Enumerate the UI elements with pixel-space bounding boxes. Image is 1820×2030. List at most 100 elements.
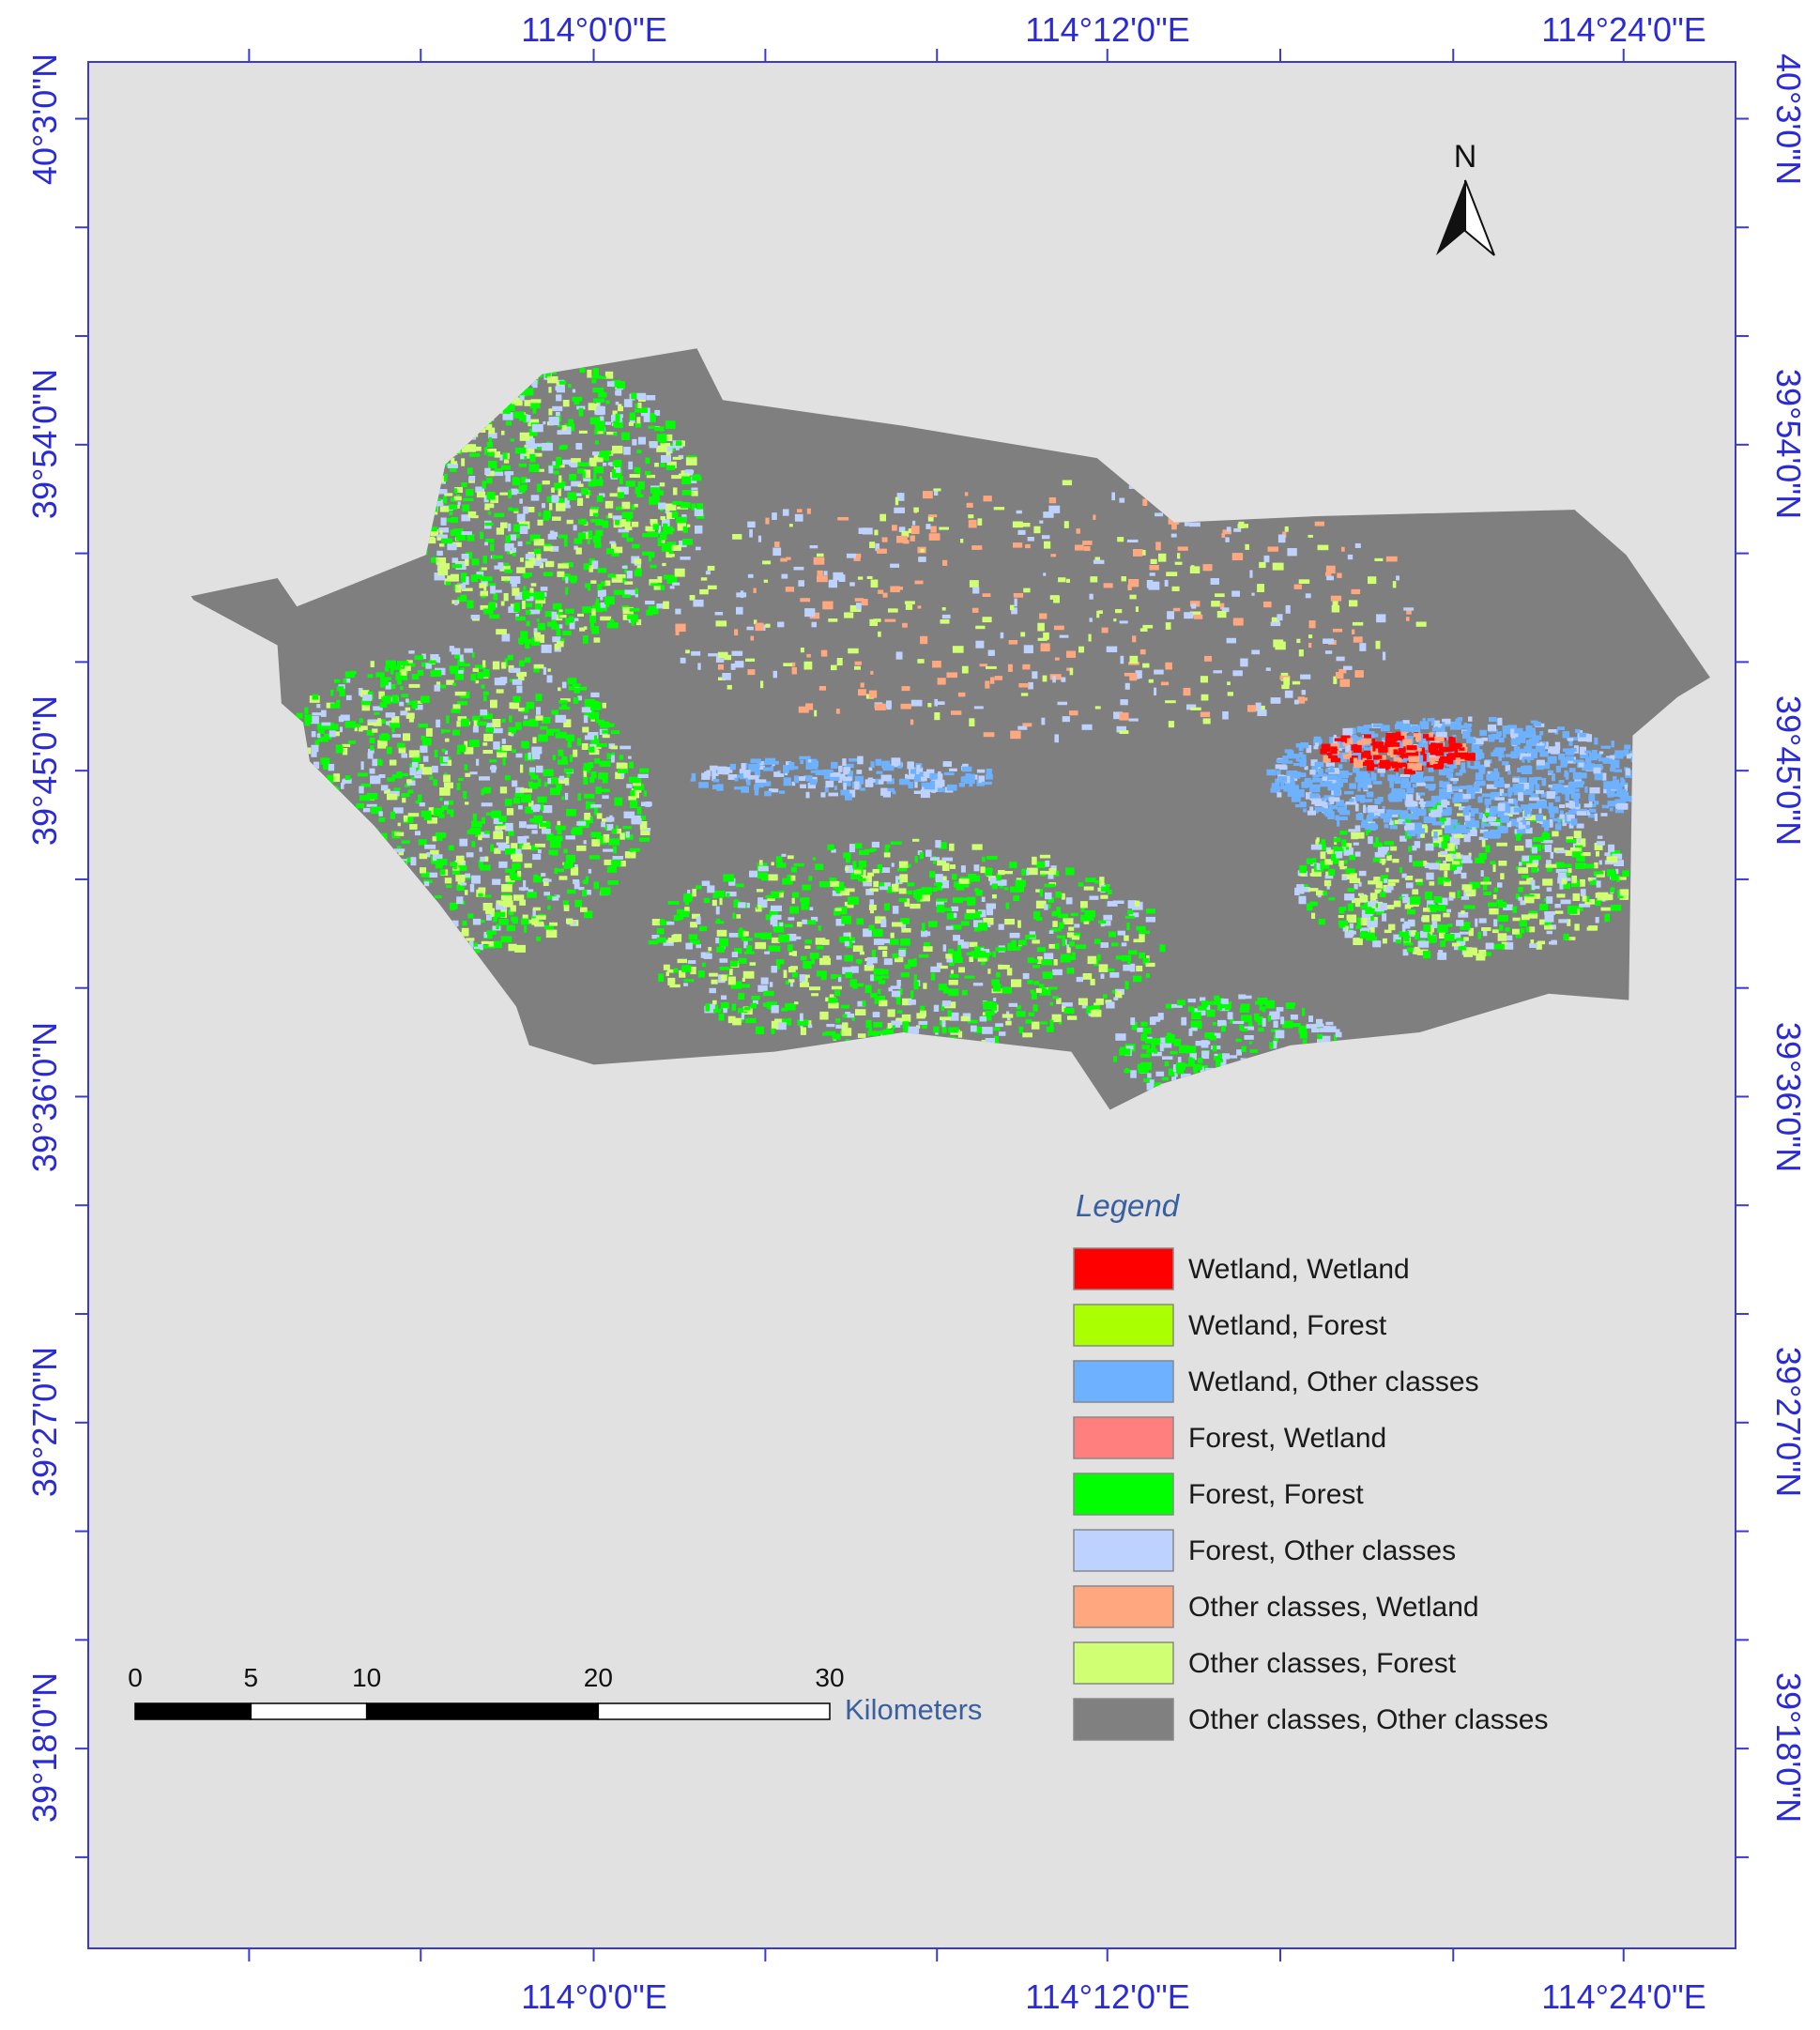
pixel-cluster [1536, 815, 1543, 822]
pixel-cluster [440, 869, 446, 875]
pixel-cluster [1425, 784, 1435, 788]
pixel-cluster [938, 788, 945, 792]
pixel-cluster [381, 785, 389, 790]
pixel-cluster [1384, 824, 1389, 829]
pixel-cluster [852, 985, 858, 989]
pixel-cluster [922, 932, 931, 937]
pixel-cluster [559, 381, 566, 385]
pixel-cluster [477, 672, 483, 679]
pixel-cluster [603, 463, 606, 466]
pixel-cluster [1599, 861, 1602, 865]
pixel-cluster [794, 863, 804, 866]
pixel-cluster [443, 496, 448, 504]
pixel-cluster [493, 832, 503, 840]
pixel-cluster [1328, 869, 1335, 876]
pixel-cluster [845, 889, 855, 893]
pixel-cluster [1355, 777, 1362, 783]
pixel-cluster [948, 989, 958, 997]
pixel-cluster [713, 779, 719, 783]
pixel-cluster [930, 967, 941, 972]
pixel-cluster [571, 867, 578, 876]
pixel-cluster [619, 746, 631, 750]
pixel-cluster [1548, 729, 1556, 733]
pixel-cluster [383, 695, 391, 704]
pixel-cluster [361, 761, 364, 770]
pixel-cluster [603, 703, 607, 709]
pixel-cluster [1373, 724, 1384, 727]
pixel-cluster [473, 919, 481, 925]
pixel-cluster [582, 707, 592, 712]
pixel-cluster [1299, 896, 1307, 905]
pixel-cluster [1537, 801, 1547, 809]
pixel-cluster [561, 756, 567, 760]
pixel-cluster [501, 466, 511, 470]
pixel-cluster [469, 453, 480, 457]
pixel-cluster [1344, 893, 1354, 900]
pixel-cluster [1396, 939, 1401, 943]
pixel-cluster [576, 846, 586, 851]
pixel-cluster [593, 536, 602, 543]
pixel-cluster [593, 368, 599, 375]
pixel-cluster [1503, 730, 1506, 738]
pixel-cluster [1589, 787, 1599, 794]
pixel-cluster [536, 715, 543, 720]
pixel-cluster [873, 929, 883, 937]
pixel-cluster [542, 645, 552, 653]
pixel-cluster [1047, 1027, 1054, 1032]
pixel-cluster [818, 925, 821, 931]
pixel-cluster [611, 730, 619, 734]
pixel-cluster [764, 791, 772, 797]
pixel-cluster [957, 945, 961, 954]
pixel-cluster [586, 876, 589, 882]
pixel-cluster [660, 532, 667, 541]
pixel-cluster [1028, 935, 1036, 938]
pixel-cluster [463, 791, 466, 799]
pixel-cluster [900, 939, 910, 946]
pixel-cluster [533, 875, 538, 882]
pixel-cluster [645, 601, 654, 604]
pixel-cluster [483, 734, 493, 741]
pixel-cluster [626, 832, 630, 838]
pixel-cluster [532, 424, 543, 432]
pixel-cluster [466, 852, 474, 857]
pixel-cluster [1336, 1032, 1342, 1038]
pixel-cluster [587, 540, 589, 544]
pixel-cluster [397, 661, 408, 665]
pixel-cluster [371, 661, 375, 667]
pixel-cluster [1134, 939, 1143, 942]
pixel-cluster [558, 430, 563, 435]
pixel-cluster [450, 906, 455, 910]
pixel-cluster [954, 913, 957, 918]
pixel-cluster [615, 460, 622, 467]
pixel-cluster [489, 615, 499, 619]
pixel-cluster [884, 904, 890, 911]
pixel-cluster [744, 1007, 751, 1011]
pixel-cluster [1334, 837, 1341, 842]
pixel-cluster [1608, 894, 1614, 901]
pixel-cluster [1595, 814, 1598, 821]
pixel-cluster [879, 980, 886, 984]
pixel-cluster [723, 875, 734, 882]
pixel-cluster [959, 783, 965, 787]
pixel-cluster [1608, 801, 1616, 806]
pixel-cluster [1086, 915, 1094, 921]
pixel-cluster [449, 504, 457, 510]
pixel-cluster [1555, 910, 1564, 913]
pixel-cluster [1525, 725, 1532, 732]
pixel-cluster [528, 611, 530, 614]
pixel-cluster [977, 770, 985, 773]
pixel-cluster [838, 977, 841, 982]
pixel-cluster [1489, 908, 1498, 915]
pixel-cluster [583, 479, 590, 482]
pixel-cluster [494, 941, 502, 949]
pixel-cluster [477, 722, 486, 726]
pixel-cluster [487, 492, 496, 500]
pixel-cluster [1491, 861, 1496, 864]
pixel-cluster [1276, 1030, 1285, 1039]
pixel-cluster [1338, 806, 1345, 809]
pixel-cluster [543, 546, 553, 552]
pixel-cluster [719, 958, 727, 963]
pixel-cluster [741, 786, 749, 793]
pixel-cluster [550, 787, 560, 795]
pixel-cluster [908, 882, 915, 886]
